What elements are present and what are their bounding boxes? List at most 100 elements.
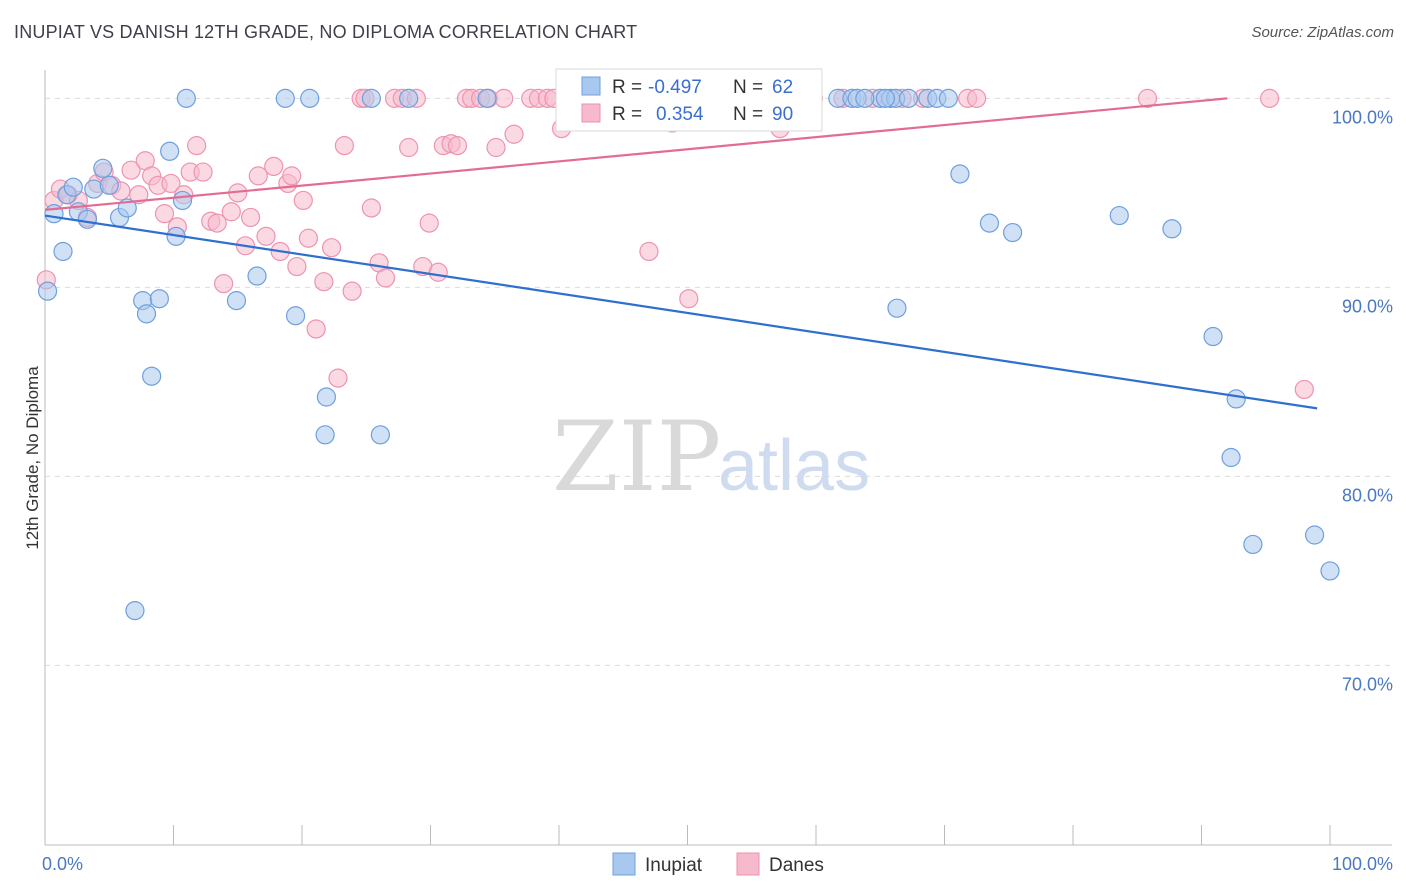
inupiat-point xyxy=(300,88,320,108)
inupiat-point xyxy=(1226,389,1246,409)
inupiat-point xyxy=(136,304,157,324)
inupiat-point xyxy=(1203,326,1223,347)
danes-point xyxy=(399,137,419,158)
danes-point xyxy=(494,88,514,108)
inupiat-point xyxy=(315,425,335,445)
danes-point xyxy=(328,368,348,388)
bottom-legend-swatch-inupiat xyxy=(612,852,636,876)
danes-point xyxy=(1137,88,1158,108)
inupiat-point xyxy=(370,425,390,445)
legend-r-value-inupiat: -0.497 xyxy=(648,77,702,98)
inupiat-point xyxy=(1109,205,1129,226)
inupiat-point xyxy=(399,88,419,108)
inupiat-point xyxy=(1320,561,1340,581)
danes-point xyxy=(314,272,334,292)
inupiat-point xyxy=(176,88,196,108)
danes-point xyxy=(282,166,302,186)
inupiat-point xyxy=(99,175,119,195)
inupiat-point xyxy=(316,387,337,407)
danes-point xyxy=(287,256,307,277)
gridlines xyxy=(45,97,1392,666)
inupiat-point xyxy=(125,601,145,621)
danes-point xyxy=(187,136,207,156)
inupiat-point xyxy=(142,366,162,386)
danes-point xyxy=(298,228,319,248)
danes-point xyxy=(207,213,227,233)
danes-point xyxy=(342,281,362,301)
data-points xyxy=(36,88,1340,621)
danes-point xyxy=(241,207,261,228)
y-tick-label: 80.0% xyxy=(1342,485,1393,505)
inupiat-point xyxy=(247,266,267,286)
y-axis-label: 12th Grade, No Diploma xyxy=(23,366,42,550)
bottom-legend-label-danes: Danes xyxy=(769,855,824,876)
inupiat-point xyxy=(855,88,875,108)
danes-point xyxy=(447,136,468,156)
danes-point xyxy=(419,213,439,233)
inupiat-point xyxy=(172,190,193,211)
inupiat-point xyxy=(898,88,919,108)
legend: R = -0.497 N = 62 R = 0.354 N = 90 xyxy=(555,68,823,132)
inupiat-point xyxy=(77,209,98,229)
danes-point xyxy=(334,136,355,156)
watermark-zip: ZIP xyxy=(552,401,721,513)
danes-point xyxy=(679,289,699,309)
inupiat-point xyxy=(938,88,958,108)
inupiat-point xyxy=(1162,219,1182,239)
danes-point xyxy=(504,124,524,144)
inupiat-point xyxy=(285,306,306,326)
inupiat-point xyxy=(1304,525,1325,545)
legend-r-label-inupiat: R = xyxy=(612,77,642,98)
inupiat-point xyxy=(1003,222,1023,243)
danes-point xyxy=(248,166,268,186)
legend-swatch-inupiat xyxy=(581,76,601,96)
inupiat-point xyxy=(63,177,83,197)
danes-point xyxy=(361,198,381,218)
danes-point xyxy=(1260,88,1280,108)
legend-n-value-danes: 90 xyxy=(772,104,793,125)
inupiat-point xyxy=(361,88,381,108)
danes-point xyxy=(214,273,234,294)
inupiat-point xyxy=(93,158,113,178)
danes-point xyxy=(221,202,241,222)
danes-trend-line xyxy=(44,97,1228,211)
inupiat-point xyxy=(149,289,169,309)
danes-point xyxy=(161,173,181,194)
inupiat-point xyxy=(875,88,895,108)
inupiat-point xyxy=(160,141,180,161)
inupiat-point xyxy=(37,281,58,301)
danes-point xyxy=(256,226,276,246)
inupiat-point xyxy=(53,241,73,262)
y-tick-label: 100.0% xyxy=(1332,107,1393,127)
danes-point xyxy=(639,241,659,262)
inupiat-point xyxy=(1243,534,1263,555)
inupiat-point xyxy=(226,291,247,311)
danes-point xyxy=(264,156,284,177)
inupiat-trend-line xyxy=(44,214,1318,410)
danes-point xyxy=(1294,379,1314,400)
x-tick-labels: 0.0% 100.0% xyxy=(42,854,1393,874)
inupiat-point xyxy=(979,213,1000,233)
legend-swatch-danes xyxy=(581,103,601,123)
danes-point xyxy=(154,204,175,224)
danes-point xyxy=(306,319,326,339)
legend-n-label-danes: N = xyxy=(733,104,763,125)
inupiat-point xyxy=(275,88,295,108)
bottom-legend-label-inupiat: Inupiat xyxy=(645,855,703,876)
legend-r-value-danes: 0.354 xyxy=(656,104,704,125)
y-tick-labels: 100.0% 90.0% 80.0% 70.0% xyxy=(1332,107,1393,694)
danes-point xyxy=(428,262,448,282)
watermark: ZIP atlas xyxy=(552,401,870,513)
legend-n-label-inupiat: N = xyxy=(733,77,763,98)
y-tick-label: 70.0% xyxy=(1342,674,1393,694)
inupiat-point xyxy=(477,88,497,108)
danes-point xyxy=(375,268,396,288)
trend-lines xyxy=(44,97,1318,410)
chart-title: INUPIAT VS DANISH 12TH GRADE, NO DIPLOMA… xyxy=(14,22,638,42)
x-tick-label: 0.0% xyxy=(42,854,83,874)
danes-point xyxy=(967,88,987,108)
inupiat-point xyxy=(1221,447,1241,468)
danes-point xyxy=(121,160,141,180)
danes-point xyxy=(129,185,149,205)
